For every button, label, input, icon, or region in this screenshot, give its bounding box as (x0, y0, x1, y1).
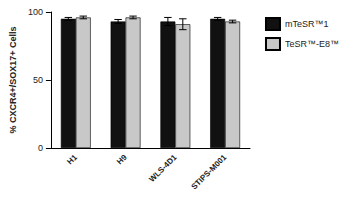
svg-text:% CXCR4+/SOX17+ Cells: % CXCR4+/SOX17+ Cells (8, 26, 18, 133)
svg-text:mTeSR™1: mTeSR™1 (285, 19, 329, 29)
svg-text:WLS-4D1: WLS-4D1 (147, 152, 179, 184)
svg-text:50: 50 (33, 75, 43, 85)
svg-text:TeSR™-E8™: TeSR™-E8™ (285, 39, 339, 49)
svg-text:STIPS-M001: STIPS-M001 (190, 152, 229, 191)
svg-text:H1: H1 (65, 152, 79, 166)
svg-text:100: 100 (28, 7, 43, 17)
svg-text:0: 0 (38, 143, 43, 153)
svg-text:H9: H9 (115, 152, 129, 166)
